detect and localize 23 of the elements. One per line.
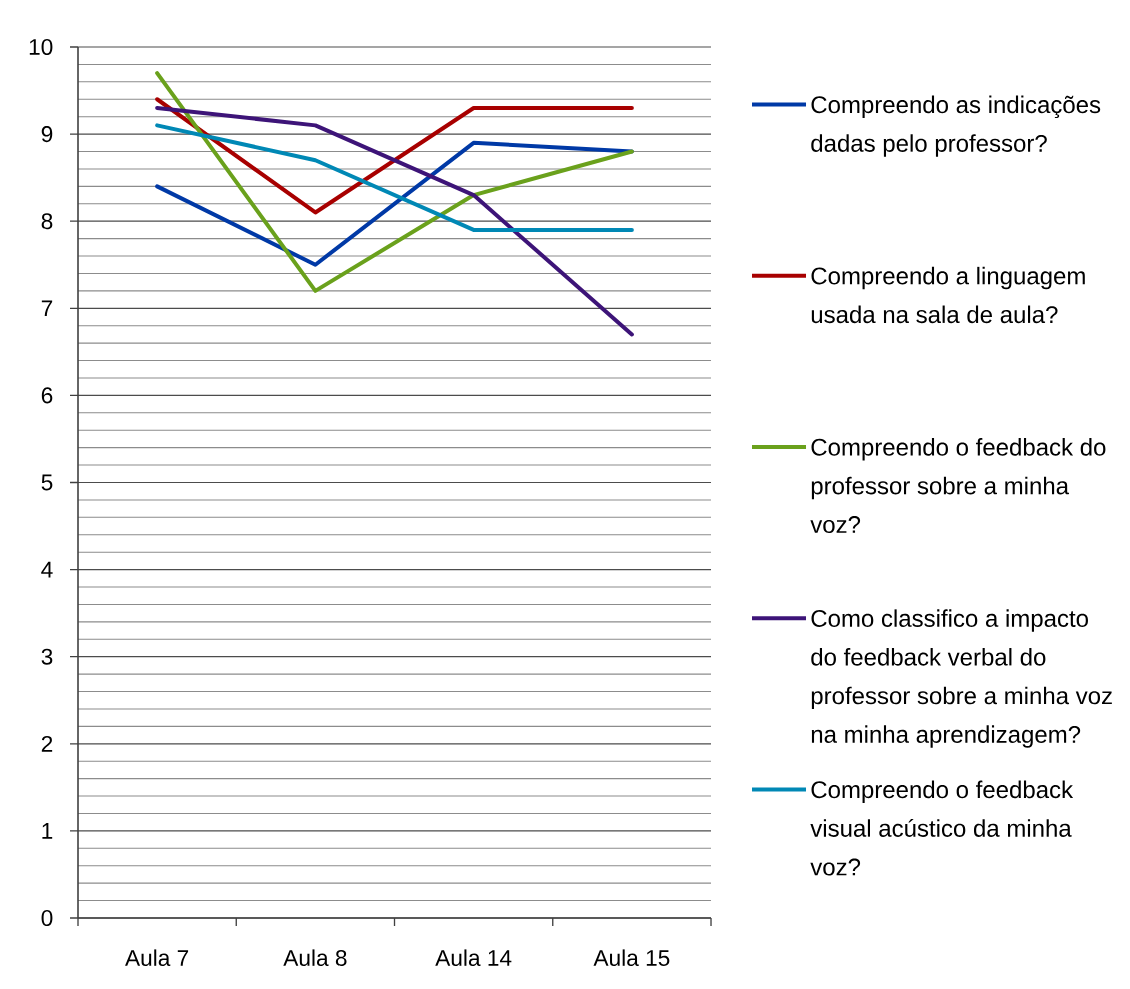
y-tick-label: 3 xyxy=(41,648,53,665)
x-tick-label: Aula 7 xyxy=(125,949,189,967)
x-tick-label: Aula 14 xyxy=(435,949,512,967)
y-tick-label: 2 xyxy=(41,735,53,752)
legend-label: Como classifico a impacto do feedback verbal do professor sobre a minha voz na minha aprendizagem? xyxy=(811,609,1112,748)
y-tick-label: 10 xyxy=(29,38,53,56)
line-series xyxy=(155,105,634,337)
legend-label: Compreendo a linguagem usada na sala de aula? xyxy=(811,266,1085,324)
y-tick-label: 8 xyxy=(41,213,53,230)
legend-label: Compreendo as indicações dadas pelo professor? xyxy=(811,95,1101,157)
y-tick-label: 5 xyxy=(41,474,53,491)
y-tick-label: 1 xyxy=(42,823,53,839)
y-tick-label: 6 xyxy=(41,387,53,404)
y-tick-label: 0 xyxy=(41,909,53,927)
y-tick-label: 7 xyxy=(41,300,53,317)
y-tick-label: 4 xyxy=(41,561,53,578)
line-series xyxy=(155,140,634,267)
line-series xyxy=(155,71,634,293)
legend-label: Compreendo o feedback do professor sobre a minha voz? xyxy=(810,438,1106,534)
y-tick-label: 9 xyxy=(41,126,53,143)
x-tick-label: Aula 8 xyxy=(283,949,347,967)
legend-label: Compreendo o feedback visual acústico da minha voz? xyxy=(810,780,1074,876)
x-tick-label: Aula 15 xyxy=(593,949,670,967)
